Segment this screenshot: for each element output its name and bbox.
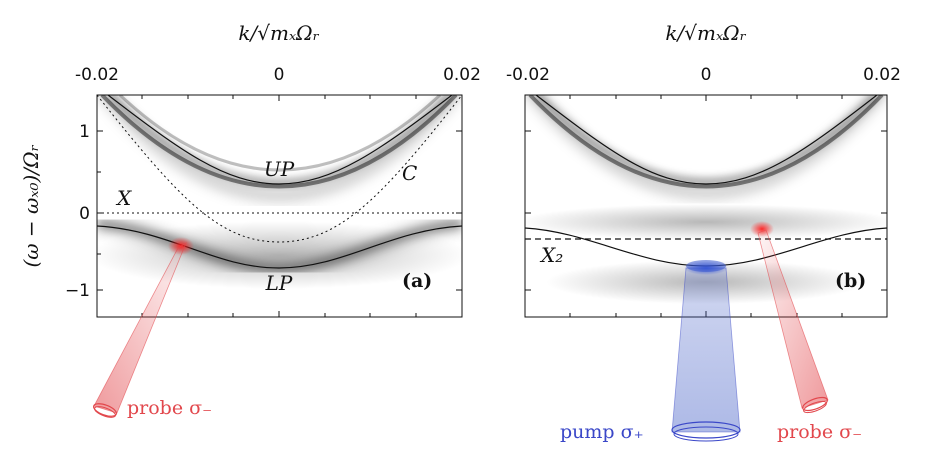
c-dotted-curve <box>97 95 462 243</box>
panel-a-xtick-right: 0.02 <box>443 65 481 85</box>
panel-b-x-ticks <box>524 95 888 317</box>
up-curve <box>107 95 453 185</box>
lp-label: LP <box>265 271 293 295</box>
pump-label: pump σ₊ <box>560 421 644 443</box>
panel-b-xtick-mid: 0 <box>701 65 712 85</box>
probe-beam-b <box>757 229 829 414</box>
ytick-1: 1 <box>79 122 90 142</box>
c-label: C <box>402 161 417 185</box>
panel-b: k/√mₓΩᵣ -0.02 0 0.02 X₂ (b) pump σ₊ prob… <box>506 21 901 443</box>
panel-a-x-ticks <box>96 95 463 317</box>
panel-a-label: (a) <box>402 270 432 292</box>
ytick-minus1: −1 <box>65 281 90 301</box>
panel-a-y-ticks <box>97 130 462 291</box>
panel-b-y-ticks <box>525 130 887 291</box>
lp-curve <box>96 225 463 269</box>
probe-beam-a <box>92 242 187 418</box>
panel-a-xtick-left: -0.02 <box>75 65 119 85</box>
x2-label: X₂ <box>539 243 563 267</box>
panel-b-x-axis-label: k/√mₓΩᵣ <box>665 21 746 45</box>
upper-curve-b <box>535 95 878 185</box>
ytick-0: 0 <box>79 204 90 224</box>
probe-label-b: probe σ₋ <box>777 421 862 443</box>
panel-b-xtick-right: 0.02 <box>863 65 901 85</box>
panel-a-xtick-mid: 0 <box>274 65 285 85</box>
panel-a-x-axis-label: k/√mₓΩᵣ <box>238 21 319 45</box>
pump-beam <box>671 260 741 442</box>
panel-b-label: (b) <box>835 270 866 292</box>
y-axis-label: (ω − ωₓ₀)/Ωᵣ <box>19 144 43 267</box>
probe-spot-b <box>750 221 774 237</box>
panel-a: k/√mₓΩᵣ -0.02 0 0.02 1 0 −1 (ω − ωₓ₀)/Ωᵣ… <box>19 21 481 419</box>
panel-b-xtick-left: -0.02 <box>506 65 550 85</box>
x-label: X <box>115 186 132 210</box>
up-label: UP <box>264 157 295 181</box>
probe-label-a: probe σ₋ <box>127 397 212 419</box>
